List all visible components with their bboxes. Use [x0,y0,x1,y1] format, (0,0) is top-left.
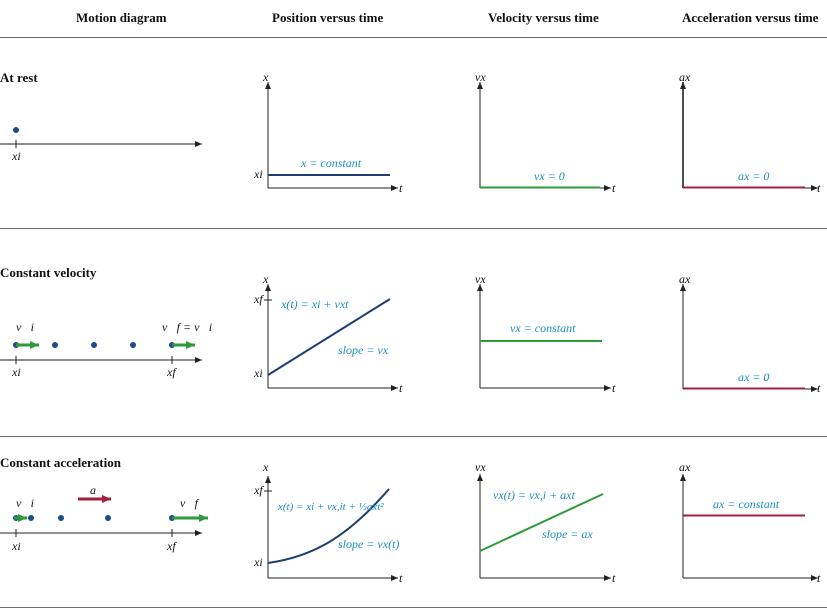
pos-slope-label: slope = vx(t) [338,537,400,551]
pos-axis-y-label: x [263,70,269,84]
velocity-line [479,493,604,552]
velocity-graph-constant-acceleration [477,474,611,581]
row-title-at-rest: At rest [0,70,38,85]
motion-diagram-constant-velocity [0,341,202,364]
acceleration-graph-constant-velocity [680,284,818,392]
vel-axis-x-label: t [612,381,616,395]
vel-axis-x-label: t [612,571,616,585]
pos-equation: x(t) = xi + vx,it + ½axt² [278,501,384,513]
pos-axis-x-label: t [399,571,403,585]
vel-axis-y-label: vx [475,70,486,84]
row-title-constant-acceleration: Constant acceleration [0,455,121,470]
acc-equation: ax = 0 [738,370,770,384]
position-graph-at-rest [265,82,398,191]
pos-equation: x(t) = xi + vxt [281,297,349,311]
acceleration-graph-at-rest [680,82,818,191]
object-dot [52,342,58,348]
object-dot [58,515,64,521]
pos-axis-x-label: t [399,181,403,195]
object-dot [13,127,19,133]
motion-label-xf: xf [167,539,176,553]
pos-tick-xi-label: xi [254,555,263,569]
vel-slope-label: slope = ax [542,527,593,541]
pos-axis-y-label: x [263,460,269,474]
motion-label-xf: xf [167,365,176,379]
pos-tick-xf-label: xf [254,292,263,306]
motion-label-xi: xi [12,539,21,553]
pos-axis-x-label: t [399,381,403,395]
acc-axis-y-label: ax [679,70,691,84]
vel-axis-y-label: vx [475,460,486,474]
acc-axis-y-label: ax [679,272,691,286]
motion-label-xi: xi [12,365,21,379]
motion-vf-label: v⃗f = v⃗i [162,320,213,334]
motion-diagram-constant-acceleration [0,495,208,537]
object-dot [105,515,111,521]
object-dot [91,342,97,348]
object-dot [28,515,34,521]
pos-equation: x = constant [301,156,362,170]
motion-label-xi: xi [12,149,21,163]
pos-tick-xi-label: xi [254,366,263,380]
row-divider-bottom [0,607,827,608]
row-divider-top [0,37,827,38]
vel-equation: vx = constant [510,321,576,335]
acceleration-graph-constant-acceleration [680,474,818,581]
vel-axis-y-label: vx [475,272,486,286]
motion-vf-label: v⃗f [180,496,198,510]
pos-axis-y-label: x [263,272,269,286]
acc-equation: ax = 0 [738,169,770,183]
motion-a-label: a⃗ [90,483,106,497]
pos-tick-xi-label: xi [254,167,263,181]
acc-axis-x-label: t [817,181,821,195]
header-position-vs-time: Position versus time [272,10,384,25]
row-title-constant-velocity: Constant velocity [0,265,97,280]
pos-tick-xf-label: xf [254,483,263,497]
acc-equation: ax = constant [713,497,780,511]
motion-vi-label: v⃗i [16,496,34,510]
velocity-graph-constant-velocity [477,284,611,391]
row-divider-2 [0,436,827,437]
acc-axis-x-label: t [817,381,821,395]
header-acceleration-vs-time: Acceleration versus time [682,10,819,25]
position-curve [267,488,390,564]
position-graph-constant-acceleration [264,476,398,581]
motion-vi-label: v⃗i [16,320,34,334]
row-divider-1 [0,228,827,229]
motion-diagram-at-rest [0,127,202,148]
vel-axis-x-label: t [612,181,616,195]
position-line [267,298,391,376]
header-velocity-vs-time: Velocity versus time [488,10,599,25]
position-graph-constant-velocity [264,284,398,391]
pos-slope-label: slope = vx [338,343,389,357]
vel-equation: vx(t) = vx,i + axt [493,488,575,502]
acc-axis-x-label: t [817,571,821,585]
velocity-graph-at-rest [477,82,611,191]
vel-equation: vx = 0 [534,169,565,183]
acc-axis-y-label: ax [679,460,691,474]
object-dot [130,342,136,348]
header-motion-diagram: Motion diagram [76,10,167,25]
